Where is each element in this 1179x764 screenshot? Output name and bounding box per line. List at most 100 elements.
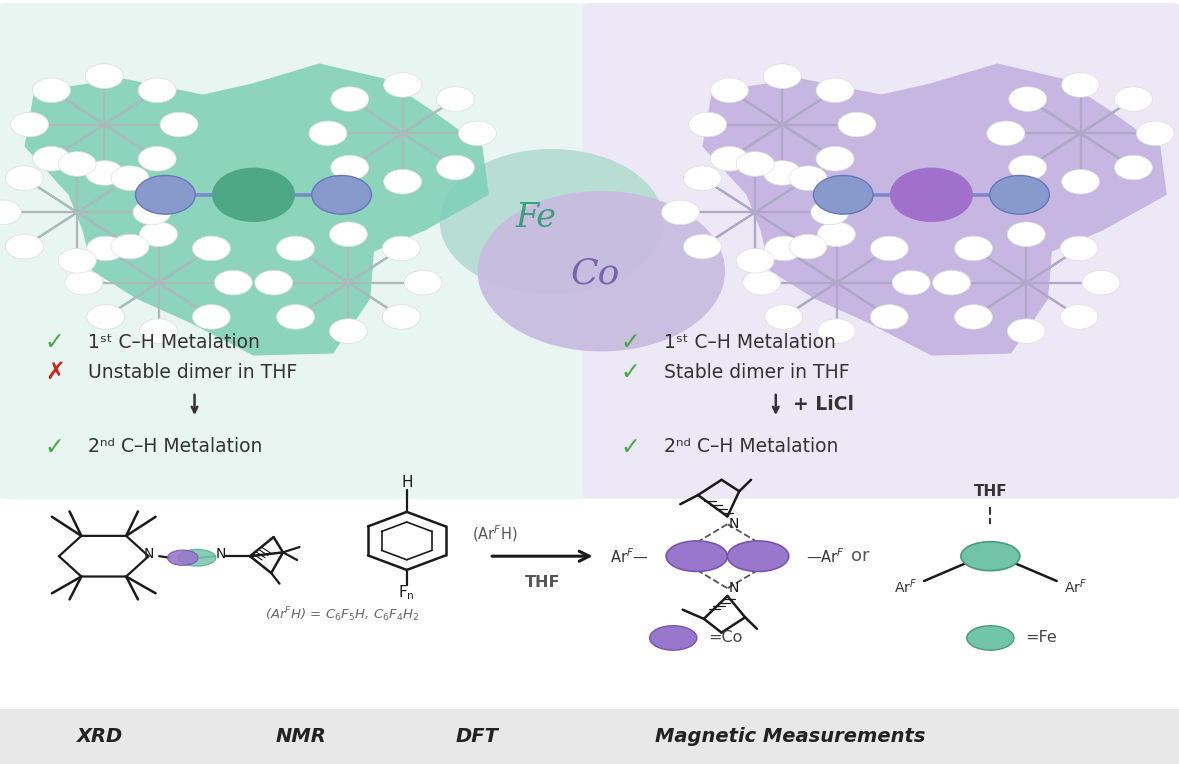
Ellipse shape — [666, 541, 727, 571]
Text: Fe: Fe — [516, 202, 556, 234]
Circle shape — [816, 147, 854, 171]
Circle shape — [85, 64, 124, 89]
Circle shape — [955, 305, 993, 329]
Circle shape — [309, 121, 347, 146]
Text: 1ˢᵗ C–H Metalation: 1ˢᵗ C–H Metalation — [88, 333, 261, 351]
Circle shape — [139, 222, 178, 247]
Text: ✓: ✓ — [45, 435, 65, 459]
Circle shape — [136, 176, 196, 214]
Circle shape — [331, 87, 369, 112]
Text: Co: Co — [571, 257, 620, 290]
Circle shape — [1061, 170, 1100, 194]
Circle shape — [1061, 73, 1100, 97]
Circle shape — [133, 200, 171, 225]
Text: Ar$^F$: Ar$^F$ — [894, 578, 917, 596]
Text: ✓: ✓ — [620, 330, 640, 354]
Polygon shape — [703, 63, 1167, 355]
Circle shape — [440, 149, 664, 294]
Circle shape — [277, 236, 315, 261]
Circle shape — [111, 166, 149, 190]
Ellipse shape — [178, 549, 216, 566]
Circle shape — [711, 147, 749, 171]
Ellipse shape — [967, 626, 1014, 650]
Text: THF: THF — [525, 575, 560, 591]
Circle shape — [0, 200, 21, 225]
Circle shape — [661, 200, 699, 225]
Circle shape — [383, 170, 422, 194]
Circle shape — [11, 112, 48, 137]
Text: (Ar$^F$H): (Ar$^F$H) — [472, 523, 518, 544]
Circle shape — [383, 73, 422, 97]
Text: —Ar$^F$: —Ar$^F$ — [806, 547, 845, 565]
Circle shape — [1082, 270, 1120, 295]
Circle shape — [65, 270, 103, 295]
Ellipse shape — [727, 541, 789, 571]
Circle shape — [6, 235, 44, 259]
Text: N: N — [216, 547, 225, 561]
Circle shape — [111, 235, 149, 259]
Circle shape — [1114, 155, 1152, 180]
Text: Ar$^F$—: Ar$^F$— — [610, 547, 648, 565]
Circle shape — [436, 87, 474, 112]
Circle shape — [736, 248, 775, 273]
Text: NMR: NMR — [275, 727, 327, 746]
Circle shape — [58, 248, 97, 273]
Circle shape — [1009, 87, 1047, 112]
Circle shape — [1009, 155, 1047, 180]
Circle shape — [329, 319, 368, 343]
Circle shape — [212, 168, 294, 222]
Circle shape — [215, 270, 252, 295]
Circle shape — [192, 305, 230, 329]
Circle shape — [382, 305, 420, 329]
Text: =Co: =Co — [709, 630, 743, 646]
Text: or: or — [851, 547, 870, 565]
FancyBboxPatch shape — [0, 3, 595, 499]
Text: ✗: ✗ — [45, 360, 65, 384]
Circle shape — [838, 112, 876, 137]
Circle shape — [58, 152, 97, 176]
Circle shape — [1137, 121, 1174, 146]
Circle shape — [1007, 222, 1046, 247]
Circle shape — [1114, 87, 1152, 112]
Polygon shape — [25, 63, 489, 355]
Circle shape — [817, 222, 856, 247]
FancyBboxPatch shape — [0, 709, 1179, 764]
Circle shape — [893, 270, 930, 295]
Circle shape — [277, 305, 315, 329]
Text: N: N — [144, 547, 153, 561]
Circle shape — [33, 147, 71, 171]
Circle shape — [382, 236, 420, 261]
Circle shape — [689, 112, 726, 137]
Circle shape — [763, 64, 802, 89]
Circle shape — [192, 236, 230, 261]
Text: (Ar$^F$H) = C$_6$F$_5$H, C$_6$F$_4$H$_2$: (Ar$^F$H) = C$_6$F$_5$H, C$_6$F$_4$H$_2$ — [264, 605, 420, 623]
Circle shape — [1060, 305, 1098, 329]
Text: N: N — [729, 581, 738, 595]
Text: N: N — [729, 517, 738, 531]
Circle shape — [817, 319, 856, 343]
Circle shape — [789, 235, 826, 259]
Circle shape — [891, 168, 971, 222]
Circle shape — [477, 191, 725, 351]
Circle shape — [33, 78, 71, 102]
Text: 1ˢᵗ C–H Metalation: 1ˢᵗ C–H Metalation — [664, 333, 836, 351]
Ellipse shape — [961, 542, 1020, 571]
Text: =Fe: =Fe — [1026, 630, 1058, 646]
Circle shape — [6, 166, 44, 190]
Text: Stable dimer in THF: Stable dimer in THF — [664, 363, 849, 381]
Circle shape — [684, 235, 722, 259]
Circle shape — [255, 270, 292, 295]
Text: + LiCl: + LiCl — [793, 396, 855, 414]
Circle shape — [87, 305, 125, 329]
Circle shape — [1060, 236, 1098, 261]
Circle shape — [789, 166, 826, 190]
Circle shape — [459, 121, 496, 146]
Circle shape — [765, 305, 803, 329]
Text: XRD: XRD — [77, 727, 124, 746]
FancyBboxPatch shape — [582, 3, 1179, 499]
Text: H: H — [401, 475, 413, 490]
Circle shape — [811, 200, 849, 225]
Circle shape — [684, 166, 722, 190]
Circle shape — [87, 236, 125, 261]
Circle shape — [933, 270, 970, 295]
